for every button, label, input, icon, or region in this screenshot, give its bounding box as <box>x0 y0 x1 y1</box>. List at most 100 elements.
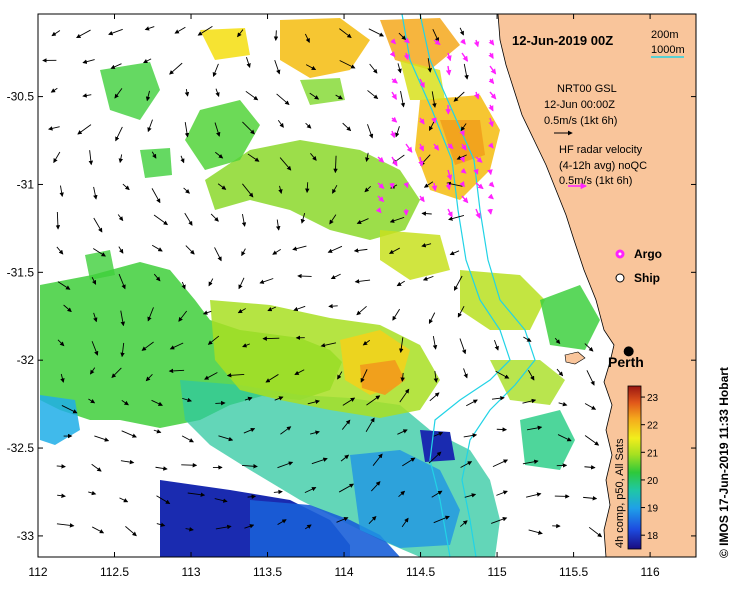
hf-vector <box>419 78 425 89</box>
current-vector <box>367 124 374 139</box>
y-tick-label: -31.5 <box>7 265 35 279</box>
hf-vector <box>433 39 441 46</box>
current-vector <box>279 157 292 171</box>
hf-vector <box>460 38 466 45</box>
hf-vector <box>431 182 438 192</box>
current-vector <box>459 338 467 355</box>
current-vector <box>304 524 312 530</box>
hf-vector <box>445 65 452 76</box>
hf-vector <box>474 91 480 100</box>
current-vector <box>48 126 60 131</box>
model-time: 12-Jun 00:00Z <box>544 99 615 111</box>
current-vector <box>431 490 443 498</box>
current-vector <box>53 151 61 164</box>
current-vector <box>93 248 106 257</box>
isobath-200m <box>401 14 511 557</box>
current-vector <box>187 492 206 497</box>
current-vector <box>433 431 444 437</box>
hf-vector <box>473 39 480 48</box>
current-vector <box>583 496 598 501</box>
current-vector <box>63 304 72 313</box>
colorbar-ticks: 18 19 20 21 22 23 <box>641 393 659 542</box>
hf-vector <box>419 117 425 125</box>
current-vector <box>558 401 568 407</box>
current-vector <box>304 33 310 43</box>
current-vector <box>147 307 154 322</box>
x-tick-label: 112.5 <box>100 565 129 579</box>
current-vector <box>151 399 163 406</box>
y-tick-label: -32.5 <box>7 441 35 455</box>
hf-vector <box>375 207 382 214</box>
colorbar-label: 4h comp, p50, All Sats <box>614 438 626 548</box>
current-vector <box>329 214 337 225</box>
current-vector <box>338 483 355 493</box>
current-vector <box>463 63 469 80</box>
hf-vector <box>460 167 467 174</box>
current-vector <box>400 372 405 382</box>
current-vector <box>145 90 151 102</box>
hf-vector <box>461 195 469 204</box>
current-vector <box>364 185 372 193</box>
current-vector <box>463 433 478 438</box>
current-vector <box>396 280 405 287</box>
current-vector <box>277 119 284 128</box>
current-vector <box>523 336 532 342</box>
colorbar-gradient <box>627 385 642 550</box>
x-tick-label: 113 <box>181 565 200 579</box>
y-tick-label: -33 <box>17 529 35 543</box>
current-vector <box>432 335 438 350</box>
hf-vector <box>488 52 494 60</box>
hf-vector <box>487 142 494 149</box>
current-vector <box>294 369 305 375</box>
current-vector <box>61 405 78 414</box>
credit-text: © IMOS 17-Jun-2019 11:33 Hobart <box>717 367 731 558</box>
current-vector <box>307 399 320 405</box>
current-vector <box>242 183 254 198</box>
current-vector <box>153 273 161 282</box>
current-vector <box>57 493 66 498</box>
current-vector <box>300 213 306 224</box>
current-vector <box>395 126 400 138</box>
current-vector <box>353 248 368 253</box>
current-vector <box>528 529 543 535</box>
current-vector <box>88 150 94 166</box>
current-vector <box>372 453 383 466</box>
current-vector <box>118 246 124 254</box>
current-vector <box>368 516 377 524</box>
current-vector <box>320 342 337 348</box>
hf-vector <box>445 182 452 191</box>
hf-vector <box>390 38 397 45</box>
land-western-australia <box>497 14 696 557</box>
model-scale: 0.5m/s (1kt 6h) <box>544 115 617 127</box>
current-vector <box>242 343 250 348</box>
x-tick-label: 113.5 <box>253 565 282 579</box>
current-vector <box>427 58 432 73</box>
current-vector <box>584 343 594 352</box>
current-vector <box>370 481 381 492</box>
current-vector <box>277 519 287 525</box>
current-vector <box>453 91 465 102</box>
current-vector <box>56 246 64 255</box>
current-vector <box>402 457 416 467</box>
current-vector <box>145 374 153 382</box>
model-legend: NRT00 GSL 12-Jun 00:00Z 0.5m/s (1kt 6h) <box>544 83 617 136</box>
hf-vector <box>459 156 465 163</box>
depth-1000-label: 1000m <box>651 44 685 56</box>
current-vector <box>272 249 281 255</box>
current-vector <box>369 63 378 74</box>
current-vector <box>246 57 251 68</box>
current-vector <box>330 273 341 280</box>
current-vector <box>495 370 510 379</box>
current-vector <box>214 247 222 262</box>
hf-vector <box>488 117 494 128</box>
current-vector <box>310 430 320 435</box>
current-vector <box>491 395 505 401</box>
ship-label: Ship <box>634 271 660 285</box>
current-vector <box>215 88 220 97</box>
hf-vector <box>475 182 484 190</box>
current-vector <box>55 212 61 230</box>
hf-vector <box>389 51 396 58</box>
current-vector <box>111 367 122 379</box>
current-vector <box>197 26 213 36</box>
colorbar-tick-label: 23 <box>647 393 659 404</box>
